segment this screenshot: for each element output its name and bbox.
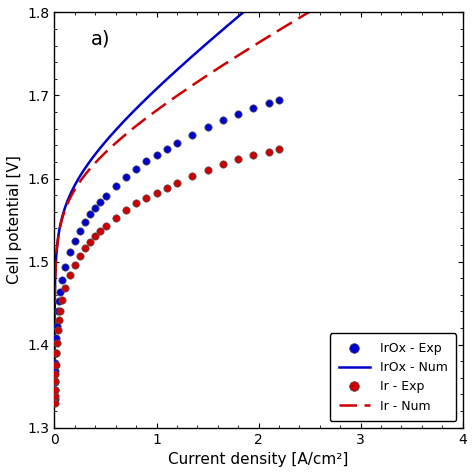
Point <box>51 359 59 367</box>
Point <box>52 334 60 342</box>
Point <box>54 326 61 333</box>
Point <box>66 271 73 279</box>
Point <box>51 367 59 375</box>
Text: a): a) <box>91 29 111 48</box>
Point <box>76 227 84 235</box>
Point <box>52 362 59 369</box>
Point <box>53 339 60 347</box>
Point <box>58 276 65 283</box>
Point <box>173 139 181 146</box>
Point <box>132 200 140 207</box>
Point <box>51 392 58 400</box>
Point <box>52 349 60 357</box>
Point <box>51 371 59 378</box>
Y-axis label: Cell potential [V]: Cell potential [V] <box>7 155 22 284</box>
Point <box>51 399 58 407</box>
Point <box>56 308 64 315</box>
Point <box>51 377 59 385</box>
Point <box>51 386 58 394</box>
Point <box>265 148 273 156</box>
Point <box>66 248 73 255</box>
Point <box>122 173 130 181</box>
Point <box>102 192 109 200</box>
Point <box>55 297 63 304</box>
Point <box>153 152 160 159</box>
Point <box>86 238 94 246</box>
Point <box>86 210 94 218</box>
X-axis label: Current density [A/cm²]: Current density [A/cm²] <box>168 452 349 467</box>
Point <box>112 182 119 190</box>
Point <box>54 308 61 315</box>
Point <box>189 172 196 180</box>
Point <box>82 218 89 226</box>
Point <box>250 104 257 112</box>
Point <box>143 194 150 201</box>
Point <box>219 117 227 124</box>
Point <box>234 110 242 118</box>
Point <box>51 378 59 386</box>
Point <box>189 131 196 138</box>
Point <box>56 289 64 296</box>
Point <box>97 227 104 235</box>
Point <box>61 284 68 292</box>
Point <box>112 214 119 221</box>
Point <box>143 157 150 165</box>
Point <box>55 316 63 323</box>
Point <box>163 184 171 191</box>
Point <box>51 395 58 402</box>
Point <box>102 222 109 229</box>
Point <box>153 189 160 196</box>
Point <box>275 96 283 103</box>
Point <box>71 261 79 269</box>
Point <box>250 152 257 159</box>
Point <box>219 161 227 168</box>
Point <box>52 349 59 357</box>
Point <box>58 296 65 303</box>
Point <box>91 232 99 240</box>
Legend: IrOx - Exp, IrOx - Num, Ir - Exp, Ir - Num: IrOx - Exp, IrOx - Num, Ir - Exp, Ir - N… <box>330 333 456 421</box>
Point <box>51 386 59 394</box>
Point <box>173 179 181 186</box>
Point <box>61 264 68 271</box>
Point <box>71 237 79 245</box>
Point <box>91 204 99 211</box>
Point <box>265 99 273 107</box>
Point <box>53 322 60 330</box>
Point <box>76 252 84 260</box>
Point <box>97 198 104 206</box>
Point <box>82 245 89 252</box>
Point <box>234 155 242 163</box>
Point <box>204 166 211 174</box>
Point <box>204 123 211 131</box>
Point <box>132 165 140 173</box>
Point <box>163 145 171 153</box>
Point <box>275 146 283 153</box>
Point <box>122 206 130 214</box>
